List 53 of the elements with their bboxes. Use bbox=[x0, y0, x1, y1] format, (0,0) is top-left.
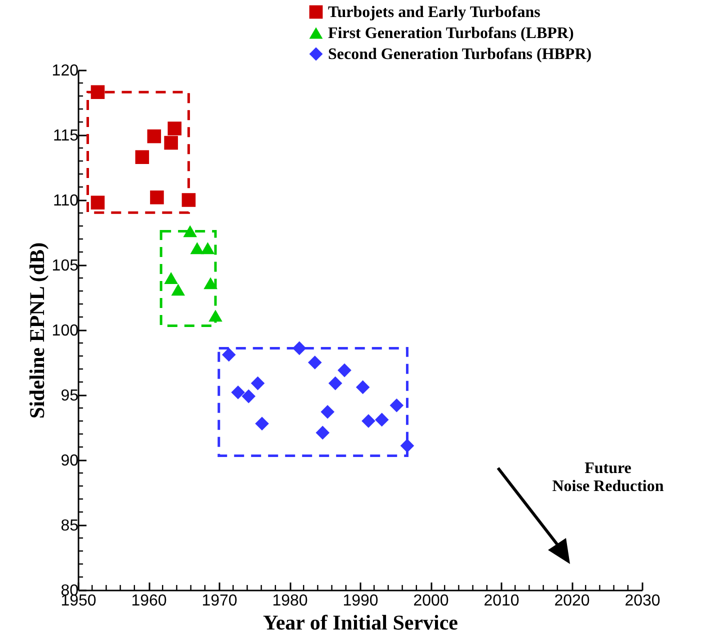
x-tick-label: 1960 bbox=[131, 592, 167, 610]
point bbox=[338, 363, 352, 378]
point bbox=[316, 426, 330, 440]
annotation: Future Noise Reduction bbox=[552, 460, 664, 495]
point bbox=[182, 193, 196, 207]
point bbox=[250, 376, 265, 390]
point bbox=[390, 398, 404, 412]
point bbox=[231, 386, 245, 400]
point bbox=[320, 405, 334, 419]
point bbox=[292, 341, 306, 356]
point bbox=[90, 196, 105, 210]
point bbox=[164, 272, 178, 284]
point bbox=[200, 242, 215, 254]
x-tick-label: 2000 bbox=[413, 592, 449, 610]
y-tick-label: 105 bbox=[52, 258, 79, 274]
point bbox=[362, 414, 376, 428]
point bbox=[328, 376, 342, 390]
point bbox=[222, 348, 236, 362]
y-tick-label: 110 bbox=[52, 192, 79, 210]
x-tick-label: 1990 bbox=[342, 592, 378, 610]
point bbox=[374, 412, 389, 427]
point bbox=[208, 310, 222, 322]
point bbox=[356, 380, 370, 394]
point bbox=[171, 284, 185, 296]
point bbox=[255, 416, 269, 430]
legend-label: First Generation Turbofans (LBPR) bbox=[328, 25, 574, 42]
legend-label: Second Generation Turbofans (HBPR) bbox=[328, 46, 592, 63]
y-tick-label: 95 bbox=[60, 388, 79, 404]
x-tick-label: 2030 bbox=[624, 592, 660, 610]
point bbox=[242, 389, 256, 404]
point bbox=[135, 150, 150, 164]
x-tick-label: 1970 bbox=[202, 592, 238, 610]
y-tick-label: 85 bbox=[60, 518, 79, 534]
legend-label: Turbojets and Early Turbofans bbox=[328, 4, 540, 21]
y-tick-label: 120 bbox=[52, 62, 79, 80]
point bbox=[147, 129, 162, 144]
point bbox=[308, 356, 322, 370]
point bbox=[183, 225, 197, 238]
x-tick-label: 2010 bbox=[484, 592, 520, 610]
y-tick-label: 90 bbox=[60, 452, 79, 470]
point bbox=[90, 85, 105, 99]
point bbox=[204, 277, 218, 290]
y-tick-label: 100 bbox=[52, 322, 79, 340]
y-axis-title: Sideline EPNL (dB) bbox=[24, 242, 49, 419]
x-tick-label: 1980 bbox=[272, 592, 308, 610]
x-tick-label: 2020 bbox=[554, 592, 590, 610]
y-tick-label: 115 bbox=[52, 128, 79, 144]
x-axis-title: Year of Initial Service bbox=[263, 610, 458, 634]
point bbox=[150, 190, 164, 204]
point bbox=[168, 122, 182, 136]
point bbox=[400, 438, 414, 453]
point bbox=[190, 242, 204, 254]
point bbox=[164, 136, 178, 150]
